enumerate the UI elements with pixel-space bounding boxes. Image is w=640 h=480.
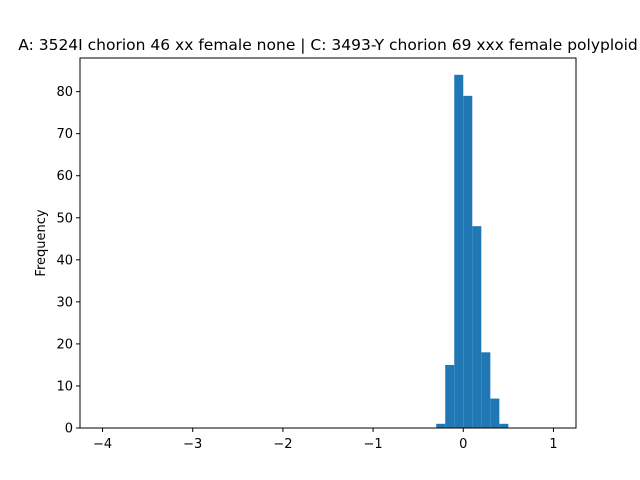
histogram-bar-6 [490,398,500,428]
x-tick-label-3: −1 [364,437,383,452]
histogram-bar-2 [454,74,464,429]
chart-title: A: 3524I chorion 46 xx female none | C: … [18,36,638,54]
y-tick-label-5: 50 [56,211,73,226]
x-tick-label-0: −4 [93,437,112,452]
histogram-bar-0 [436,423,446,428]
y-tick-label-8: 80 [56,85,73,100]
y-tick-label-1: 10 [56,379,73,394]
y-tick-label-2: 20 [56,337,73,352]
y-tick-label-3: 30 [56,295,73,310]
y-axis-label: Frequency [34,209,49,276]
y-tick-label-0: 0 [65,422,73,437]
x-tick-label-4: 0 [459,437,467,452]
y-tick-label-7: 70 [56,127,73,142]
x-tick-label-1: −3 [183,437,202,452]
x-tick-label-5: 1 [549,437,557,452]
histogram-bar-7 [499,423,509,428]
histogram-bar-3 [463,95,473,428]
plot-area [80,58,576,428]
plot-frame [79,57,577,429]
y-tick-label-6: 60 [56,169,73,184]
y-tick-label-4: 40 [56,253,73,268]
histogram-bar-4 [472,226,482,428]
x-tick-label-2: −2 [273,437,292,452]
histogram-bar-1 [445,364,455,428]
bars-group [436,74,509,429]
y-axis: 0 10 20 30 40 50 60 70 80 [56,85,80,437]
histogram-bar-5 [481,352,491,428]
x-axis: −4 −3 −2 −1 0 1 [93,428,558,452]
